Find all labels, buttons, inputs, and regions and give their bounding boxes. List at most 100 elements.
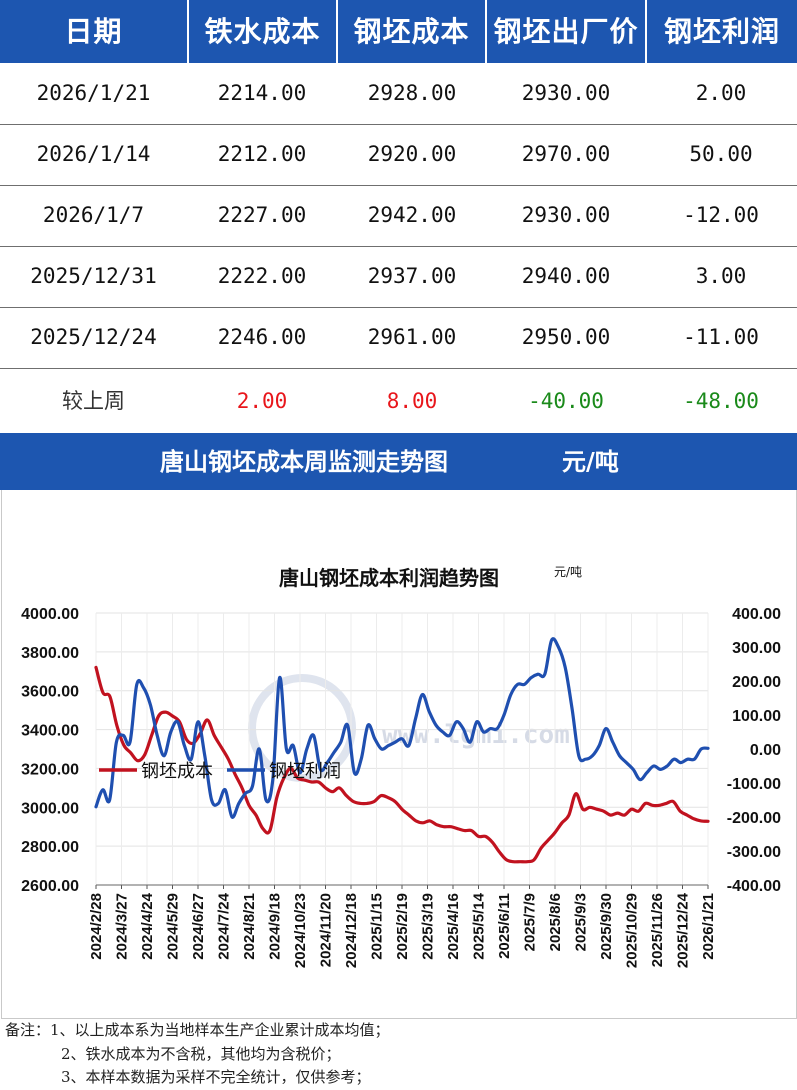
cell-billet-cost: 2920.00 xyxy=(367,142,457,166)
legend-billet-profit-label: 钢坯利润 xyxy=(269,761,341,782)
x-tick-label: 2025/10/29 xyxy=(624,893,641,968)
y-left-tick-label: 2800.00 xyxy=(21,839,79,856)
note-3: 3、本样本数据为采样不完全统计，仅供参考； xyxy=(61,1068,371,1086)
weekly-profit-change: -48.00 xyxy=(683,389,759,413)
header-billet-profit: 钢坯利润 xyxy=(663,15,780,48)
x-tick-label: 2025/5/14 xyxy=(471,892,488,959)
x-tick-label: 2025/1/15 xyxy=(369,893,386,960)
y-left-tick-label: 4000.00 xyxy=(21,606,79,623)
cell-billet-profit: 50.00 xyxy=(689,142,753,166)
x-tick-label: 2025/4/16 xyxy=(445,893,462,960)
table-row: 2026/1/21 2214.00 2928.00 2930.00 2.00 xyxy=(0,63,797,125)
x-tick-label: 2024/3/27 xyxy=(114,893,131,960)
cell-billet-cost: 2961.00 xyxy=(367,325,457,349)
banner-title: 唐山钢坯成本周监测走势图 xyxy=(160,447,448,476)
x-tick-label: 2024/7/24 xyxy=(216,892,233,959)
cell-date: 2025/12/31 xyxy=(30,264,157,288)
x-tick-label: 2024/6/27 xyxy=(190,893,207,960)
weekly-change-label: 较上周 xyxy=(62,389,125,413)
chart-banner: 唐山钢坯成本周监测走势图 元/吨 xyxy=(0,433,797,490)
footnotes: 备注：1、以上成本系为当地样本生产企业累计成本均值； 2、铁水成本为不含税，其他… xyxy=(5,1019,795,1090)
weekly-iron-change: 2.00 xyxy=(236,389,288,413)
weekly-price-change: -40.00 xyxy=(528,389,604,413)
x-tick-label: 2025/7/9 xyxy=(522,893,539,951)
y-right-tick-label: -300.00 xyxy=(727,844,781,861)
cell-date: 2026/1/14 xyxy=(36,142,151,166)
cost-profit-chart: www.lgmi.com 4000.003800.003600.003400.0… xyxy=(21,565,781,968)
y-left-tick-label: 3600.00 xyxy=(21,684,79,701)
y-left-tick-label: 3000.00 xyxy=(21,800,79,817)
header-billet-cost: 钢坯成本 xyxy=(353,15,470,48)
y-right-tick-label: 300.00 xyxy=(732,640,781,657)
cell-iron-cost: 2214.00 xyxy=(217,81,307,105)
chart-title: 唐山钢坯成本利润趋势图 xyxy=(279,566,499,590)
cell-date: 2026/1/7 xyxy=(42,203,145,227)
table-row: 2025/12/31 2222.00 2937.00 2940.00 3.00 xyxy=(0,246,797,308)
x-tick-label: 2025/9/3 xyxy=(573,893,590,951)
cell-billet-profit: 3.00 xyxy=(695,264,747,288)
cell-billet-profit: -11.00 xyxy=(683,325,759,349)
watermark-logo xyxy=(248,674,356,782)
y-right-tick-label: 400.00 xyxy=(732,606,781,623)
table-row: 2026/1/7 2227.00 2942.00 2930.00 -12.00 xyxy=(0,185,797,247)
x-tick-label: 2025/3/19 xyxy=(420,893,437,960)
cell-date: 2025/12/24 xyxy=(30,325,157,349)
y-left-tick-label: 3400.00 xyxy=(21,723,79,740)
chart-legend: 钢坯成本 钢坯利润 xyxy=(99,761,341,782)
cell-billet-price: 2930.00 xyxy=(521,203,611,227)
x-tick-label: 2025/11/26 xyxy=(649,893,666,967)
x-tick-label: 2024/11/20 xyxy=(318,893,335,967)
chart-panel: www.lgmi.com 4000.00 3800.00 3600.00 3400.0… xyxy=(1,490,797,1019)
cell-billet-price: 2950.00 xyxy=(521,325,611,349)
y-right-tick-label: 0.00 xyxy=(750,742,781,759)
series-line-billet-cost xyxy=(94,665,710,864)
x-tick-label: 2024/8/21 xyxy=(241,893,258,960)
legend-billet-cost-label: 钢坯成本 xyxy=(141,761,213,782)
cell-billet-profit: -12.00 xyxy=(683,203,759,227)
chart-unit: 元/吨 xyxy=(554,565,582,579)
cell-iron-cost: 2212.00 xyxy=(217,142,307,166)
note-1: 备注：1、以上成本系为当地样本生产企业累计成本均值； xyxy=(5,1021,390,1039)
cell-date: 2026/1/21 xyxy=(36,81,151,105)
y-right-tick-label: 100.00 xyxy=(732,708,781,725)
y-right-tick-label: 200.00 xyxy=(732,674,781,691)
header-billet-price: 钢坯出厂价 xyxy=(493,15,639,48)
cell-billet-price: 2930.00 xyxy=(521,81,611,105)
table-row: 2026/1/14 2212.00 2920.00 2970.00 50.00 xyxy=(0,124,797,186)
x-tick-label: 2024/12/18 xyxy=(343,893,360,968)
cell-iron-cost: 2222.00 xyxy=(217,264,307,288)
cell-billet-profit: 2.00 xyxy=(695,81,747,105)
banner-unit: 元/吨 xyxy=(562,447,619,476)
weekly-change-row: 较上周 2.00 8.00 -40.00 -48.00 xyxy=(0,368,797,434)
cell-billet-cost: 2937.00 xyxy=(367,264,457,288)
x-tick-label: 2024/10/23 xyxy=(292,893,309,968)
chart-titles: 唐山钢坯成本利润趋势图 元/吨 xyxy=(279,565,582,590)
note-2: 2、铁水成本为不含税，其他均为含税价； xyxy=(61,1044,341,1063)
table-row: 2025/12/24 2246.00 2961.00 2950.00 -11.0… xyxy=(0,307,797,369)
y-left-tick-label: 3200.00 xyxy=(21,761,79,778)
x-tick-label: 2024/5/29 xyxy=(165,893,182,960)
weekly-billet-cost-change: 8.00 xyxy=(386,389,438,413)
series-line-billet-profit xyxy=(94,637,710,819)
x-tick-label: 2024/4/24 xyxy=(139,892,156,959)
y-right-tick-label: -100.00 xyxy=(727,776,781,793)
cell-billet-price: 2970.00 xyxy=(521,142,611,166)
x-tick-label: 2025/6/11 xyxy=(496,893,513,959)
cell-billet-cost: 2928.00 xyxy=(367,81,457,105)
chart-lines xyxy=(94,637,710,864)
table-header: 日期 铁水成本 钢坯成本 钢坯出厂价 钢坯利润 xyxy=(0,0,797,63)
x-tick-label: 2026/1/21 xyxy=(700,893,717,960)
y-left-tick-label: 3800.00 xyxy=(21,645,79,662)
header-iron-cost: 铁水成本 xyxy=(204,15,321,48)
x-tick-label: 2024/9/18 xyxy=(267,893,284,960)
header-date: 日期 xyxy=(64,15,123,48)
cell-iron-cost: 2227.00 xyxy=(217,203,307,227)
y-right-tick-label: -200.00 xyxy=(727,810,781,827)
cell-billet-price: 2940.00 xyxy=(521,264,611,288)
cell-billet-cost: 2942.00 xyxy=(367,203,457,227)
y-left-tick-label: 2600.00 xyxy=(21,878,79,895)
cell-iron-cost: 2246.00 xyxy=(217,325,307,349)
y-right-tick-label: -400.00 xyxy=(727,878,781,895)
x-tick-label: 2025/8/6 xyxy=(547,893,564,951)
chart-axes: 4000.00 3800.00 3600.00 3400.00 3200.00 3000.… xyxy=(21,606,781,968)
